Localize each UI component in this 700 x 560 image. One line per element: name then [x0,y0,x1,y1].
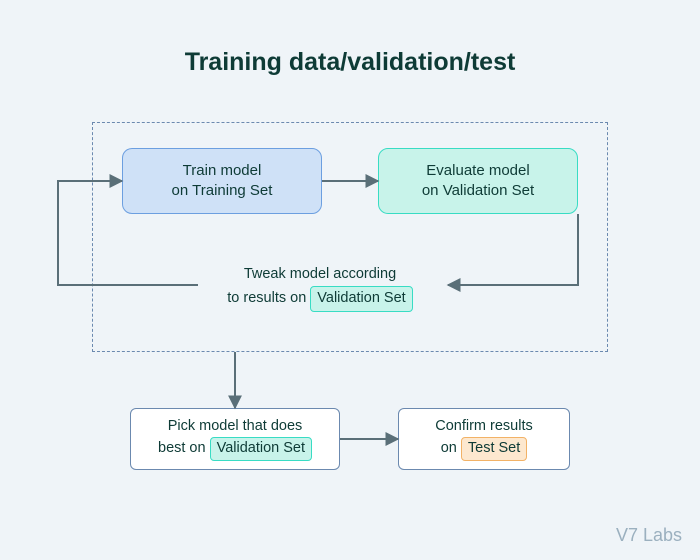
watermark: V7 Labs [616,525,682,546]
arrow-tweak-to-train [58,181,198,285]
arrow-evaluate-to-tweak [448,214,578,285]
arrows-layer [0,0,700,560]
